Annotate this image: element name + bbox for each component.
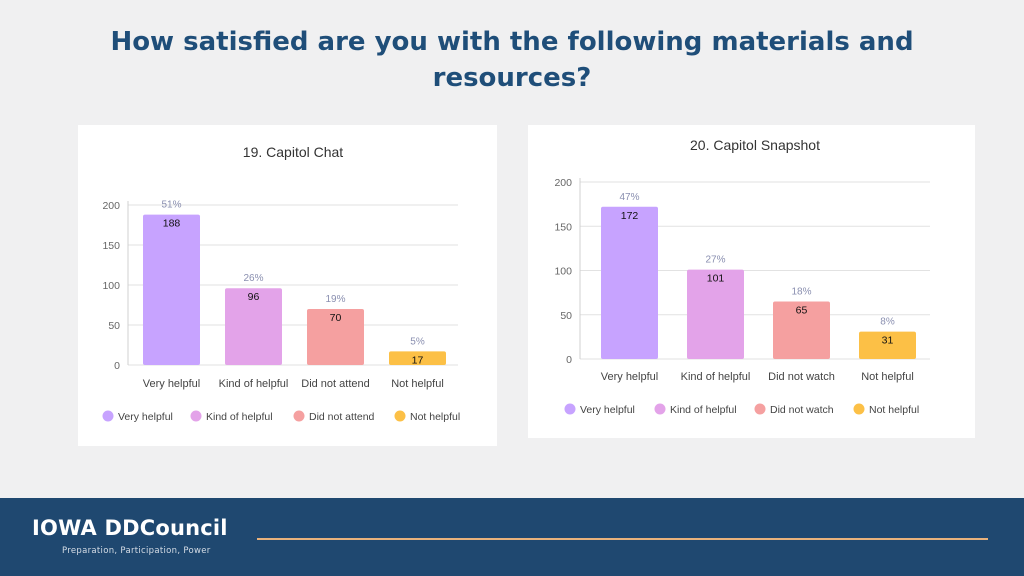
footer-logo: IOWA DDCouncil [32,516,228,540]
percent-label: 18% [791,286,811,297]
value-label: 101 [707,273,725,285]
percent-label: 26% [243,273,263,284]
y-tick-label: 150 [554,221,572,233]
bar-not-helpful [389,351,446,365]
chart-capitol-chat: 19. Capitol Chat 0 50 100 150 200 51% 188 Very h… [102,144,460,423]
percent-label: 19% [325,294,345,305]
x-tick-label: Not helpful [391,378,444,390]
bar-kind-of-helpful [687,269,744,359]
legend-swatch [853,403,865,415]
y-tick-label: 50 [108,320,120,332]
footer-divider [257,538,988,540]
percent-label: 51% [161,200,181,211]
legend-label: Very helpful [580,404,635,416]
legend-swatch [754,403,766,415]
bar-did-not-attend [307,309,364,365]
y-tick-label: 200 [102,200,120,212]
value-label: 188 [163,218,181,230]
legend-swatch [102,410,114,422]
chart-title: 20. Capitol Snapshot [690,137,820,153]
x-tick-label: Kind of helpful [681,371,751,383]
y-tick-label: 100 [554,266,572,278]
bar-not-helpful [859,331,916,359]
chart-card-capitol-snapshot: 20. Capitol Snapshot 0 50 100 150 200 47% 172 Ve… [528,125,975,438]
value-label: 96 [248,291,260,303]
value-label: 17 [412,354,424,366]
legend-swatch [564,403,576,415]
y-tick-label: 0 [114,360,120,372]
bar-very-helpful [601,206,658,359]
x-tick-label: Did not watch [768,371,835,383]
slide-title: How satisfied are you with the following… [110,27,914,93]
chart-card-capitol-chat: 19. Capitol Chat 0 50 100 150 200 51% 188 Very h… [78,125,497,446]
bar-kind-of-helpful [225,288,282,365]
y-tick-label: 0 [566,354,572,366]
legend-label: Did not watch [770,404,834,416]
legend-label: Not helpful [869,404,919,416]
chart-capitol-snapshot: 20. Capitol Snapshot 0 50 100 150 200 47% 172 Ve… [554,137,930,416]
percent-label: 47% [619,192,639,203]
percent-label: 27% [705,255,725,266]
y-tick-label: 150 [102,240,120,252]
y-tick-label: 100 [102,280,120,292]
x-tick-label: Not helpful [861,371,914,383]
legend-swatch [293,410,305,422]
legend-label: Did not attend [309,411,375,423]
legend-label: Very helpful [118,411,173,423]
x-tick-label: Did not attend [301,378,370,390]
value-label: 172 [621,210,639,222]
bar-very-helpful [143,214,200,365]
legend-swatch [654,403,666,415]
value-label: 31 [882,335,894,347]
x-tick-label: Very helpful [601,371,658,383]
percent-label: 8% [880,317,895,328]
legend-swatch [190,410,202,422]
y-tick-label: 200 [554,177,572,189]
value-label: 65 [796,304,808,316]
legend-swatch [394,410,406,422]
chart-title: 19. Capitol Chat [243,144,344,160]
footer-bar: IOWA DDCouncil Preparation, Participatio… [0,498,1024,576]
percent-label: 5% [410,336,425,347]
value-label: 70 [330,312,342,324]
legend-label: Kind of helpful [206,411,273,423]
x-tick-label: Kind of helpful [219,378,289,390]
footer-tagline: Preparation, Participation, Power [62,546,211,556]
legend-label: Not helpful [410,411,460,423]
bar-did-not-watch [773,301,830,359]
x-tick-label: Very helpful [143,378,200,390]
y-tick-label: 50 [560,310,572,322]
legend-label: Kind of helpful [670,404,737,416]
